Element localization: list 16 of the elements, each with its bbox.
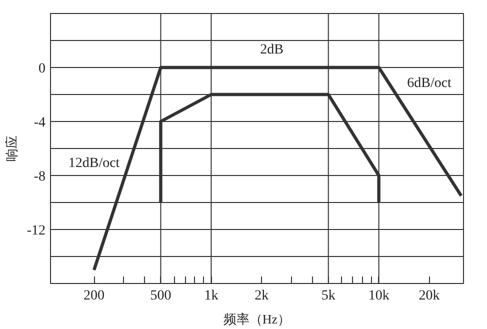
- annotation: 12dB/oct: [68, 156, 120, 171]
- x-axis-title: 频率（Hz）: [223, 312, 291, 326]
- y-tick-label: -4: [34, 116, 46, 130]
- x-tick-label: 5k: [321, 288, 336, 304]
- x-tick-label: 20k: [418, 288, 440, 304]
- y-tick-label: 0: [38, 62, 46, 76]
- x-tick-label: 500: [150, 288, 172, 304]
- x-tick-label: 1k: [204, 288, 218, 304]
- x-tick-label: 10k: [368, 288, 390, 304]
- x-tick-label: 2k: [254, 288, 269, 304]
- y-axis-title: 响应: [4, 136, 19, 162]
- y-tick-label: -12: [26, 224, 46, 238]
- x-tick-label: 200: [84, 288, 105, 304]
- y-tick-label: -8: [34, 170, 46, 184]
- annotation: 2dB: [260, 42, 284, 58]
- annotation: 6dB/oct: [407, 76, 452, 92]
